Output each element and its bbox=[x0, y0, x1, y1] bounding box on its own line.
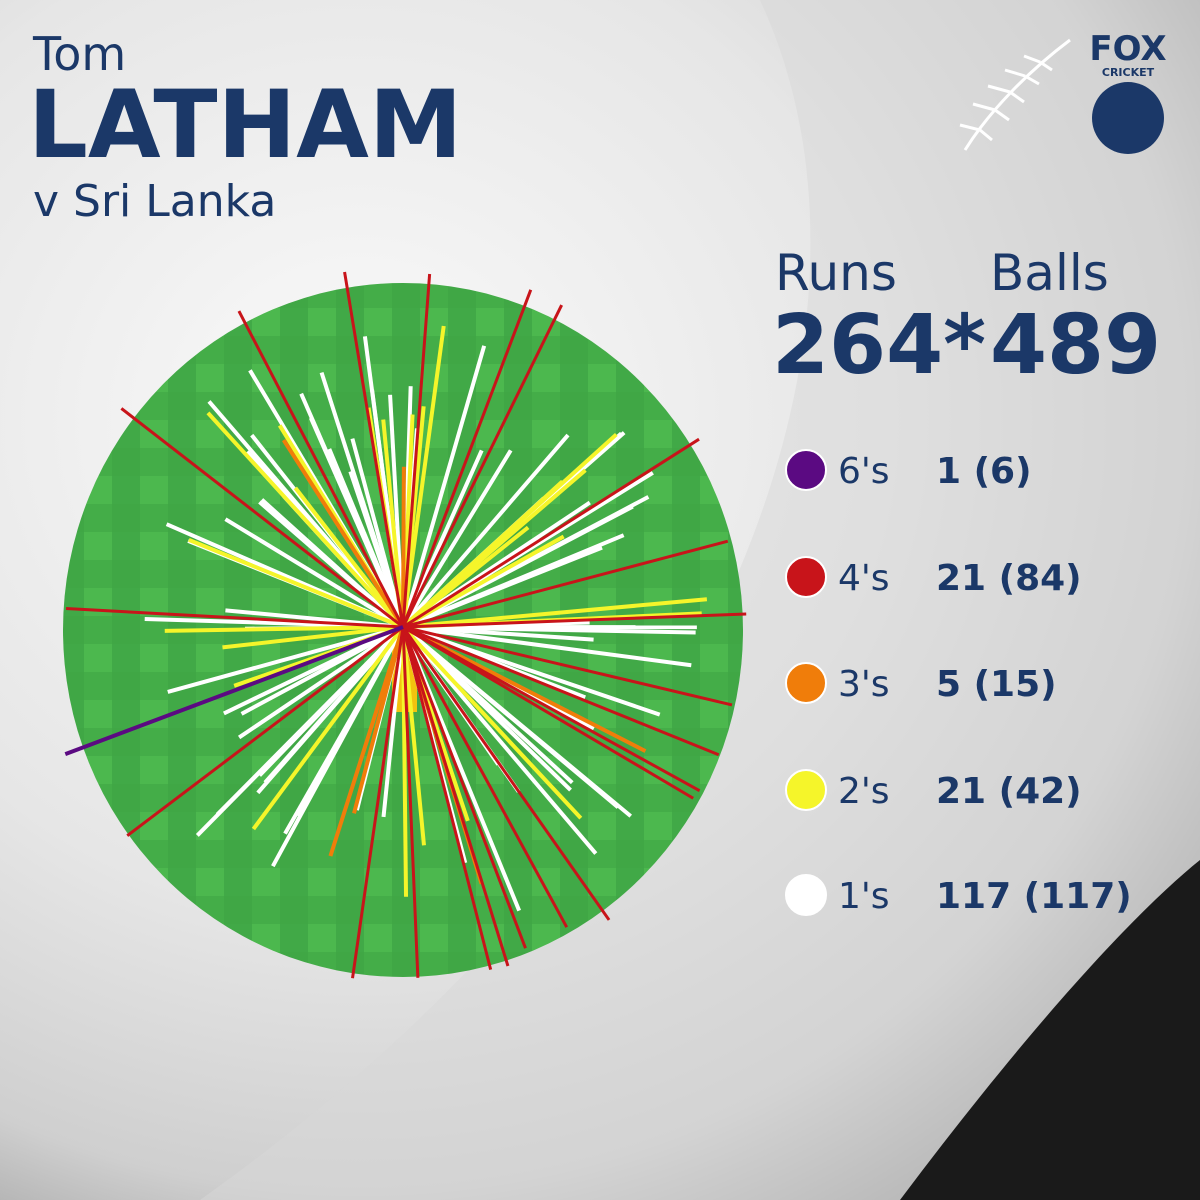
shot-line bbox=[319, 371, 405, 628]
shot-line bbox=[401, 626, 420, 978]
shot-line bbox=[381, 419, 405, 628]
shot-line bbox=[164, 625, 404, 633]
legend-stat: 5 (15) bbox=[936, 664, 1057, 705]
shot-line bbox=[64, 625, 404, 756]
shot-line bbox=[240, 625, 404, 716]
shot-line bbox=[402, 545, 603, 629]
shot-line bbox=[402, 437, 700, 629]
shot-line bbox=[120, 407, 404, 629]
shot-line bbox=[401, 625, 633, 818]
logo-cricket: CRICKET bbox=[1102, 66, 1155, 79]
shot-line bbox=[401, 625, 598, 855]
shot-line bbox=[401, 626, 426, 846]
shot-line bbox=[222, 625, 404, 650]
shot-line bbox=[401, 626, 493, 970]
shot-line bbox=[351, 626, 405, 979]
legend-label: 3's bbox=[838, 664, 890, 705]
legend-label: 6's bbox=[838, 451, 890, 492]
shot-line bbox=[293, 486, 405, 629]
shot-line bbox=[401, 466, 406, 628]
balls-value: 489 bbox=[990, 298, 1161, 393]
shot-line bbox=[402, 625, 694, 800]
shot-line bbox=[401, 325, 446, 628]
runs-value: 264* bbox=[772, 298, 986, 393]
shot-line bbox=[401, 273, 432, 628]
first-name: Tom bbox=[32, 27, 126, 81]
shot-line bbox=[206, 411, 405, 629]
balls-label: Balls bbox=[990, 244, 1109, 302]
shot-line bbox=[402, 612, 747, 629]
shot-line bbox=[401, 304, 563, 628]
shot-line bbox=[251, 625, 405, 831]
shot-line bbox=[402, 539, 729, 629]
shot-line bbox=[401, 289, 533, 628]
legend-stat: 117 (117) bbox=[936, 876, 1132, 917]
shot-line bbox=[401, 626, 611, 921]
shot-line bbox=[402, 625, 692, 668]
dark-swoosh bbox=[900, 860, 1200, 1200]
shot-line bbox=[402, 625, 696, 635]
swoosh bbox=[200, 0, 1200, 1200]
shot-line bbox=[401, 433, 570, 629]
shot-line bbox=[352, 626, 405, 814]
logo-fox: FOX bbox=[1089, 29, 1166, 69]
legend-stat: 21 (42) bbox=[936, 771, 1082, 812]
shot-line bbox=[401, 468, 587, 629]
legend-stat: 21 (84) bbox=[936, 558, 1082, 599]
legend-stat: 1 (6) bbox=[936, 451, 1032, 492]
shot-line bbox=[343, 271, 405, 628]
shot-line bbox=[237, 625, 405, 740]
wagon-wheel bbox=[64, 271, 747, 979]
shot-line bbox=[402, 625, 661, 717]
legend-dot bbox=[785, 556, 827, 598]
shot-line bbox=[402, 625, 720, 757]
shot-line bbox=[256, 625, 405, 795]
shot-line bbox=[401, 626, 510, 967]
legend-label: 4's bbox=[838, 558, 890, 599]
legend-dot bbox=[785, 769, 827, 811]
shot-line bbox=[167, 625, 404, 694]
shot-line bbox=[402, 534, 565, 629]
opponent: v Sri Lanka bbox=[33, 176, 276, 227]
runs-label: Runs bbox=[775, 244, 897, 302]
shot-line bbox=[401, 626, 527, 949]
shot-line bbox=[195, 625, 405, 837]
shot-line bbox=[281, 438, 405, 629]
shot-line bbox=[260, 498, 405, 629]
shot-line bbox=[327, 448, 405, 628]
shot-line bbox=[65, 607, 404, 629]
legend-dot bbox=[785, 662, 827, 704]
last-name: LATHAM bbox=[28, 71, 462, 180]
shot-line bbox=[401, 449, 513, 629]
shot-line bbox=[401, 345, 487, 628]
shot-line bbox=[402, 625, 701, 793]
shot-line bbox=[402, 625, 733, 707]
shot-line bbox=[237, 310, 405, 628]
legend-dot bbox=[785, 449, 827, 491]
shot-line bbox=[188, 537, 404, 629]
legend-label: 1's bbox=[838, 876, 890, 917]
legend-label: 2's bbox=[838, 771, 890, 812]
legend-dot bbox=[785, 874, 827, 916]
shot-line bbox=[126, 625, 404, 837]
shot-line bbox=[296, 626, 405, 818]
shot-line bbox=[402, 597, 708, 629]
shot-line bbox=[401, 626, 569, 928]
logo-ball bbox=[1092, 82, 1164, 154]
fern-logo bbox=[959, 38, 1071, 151]
shot-line bbox=[401, 625, 583, 820]
shot-line bbox=[224, 517, 405, 629]
